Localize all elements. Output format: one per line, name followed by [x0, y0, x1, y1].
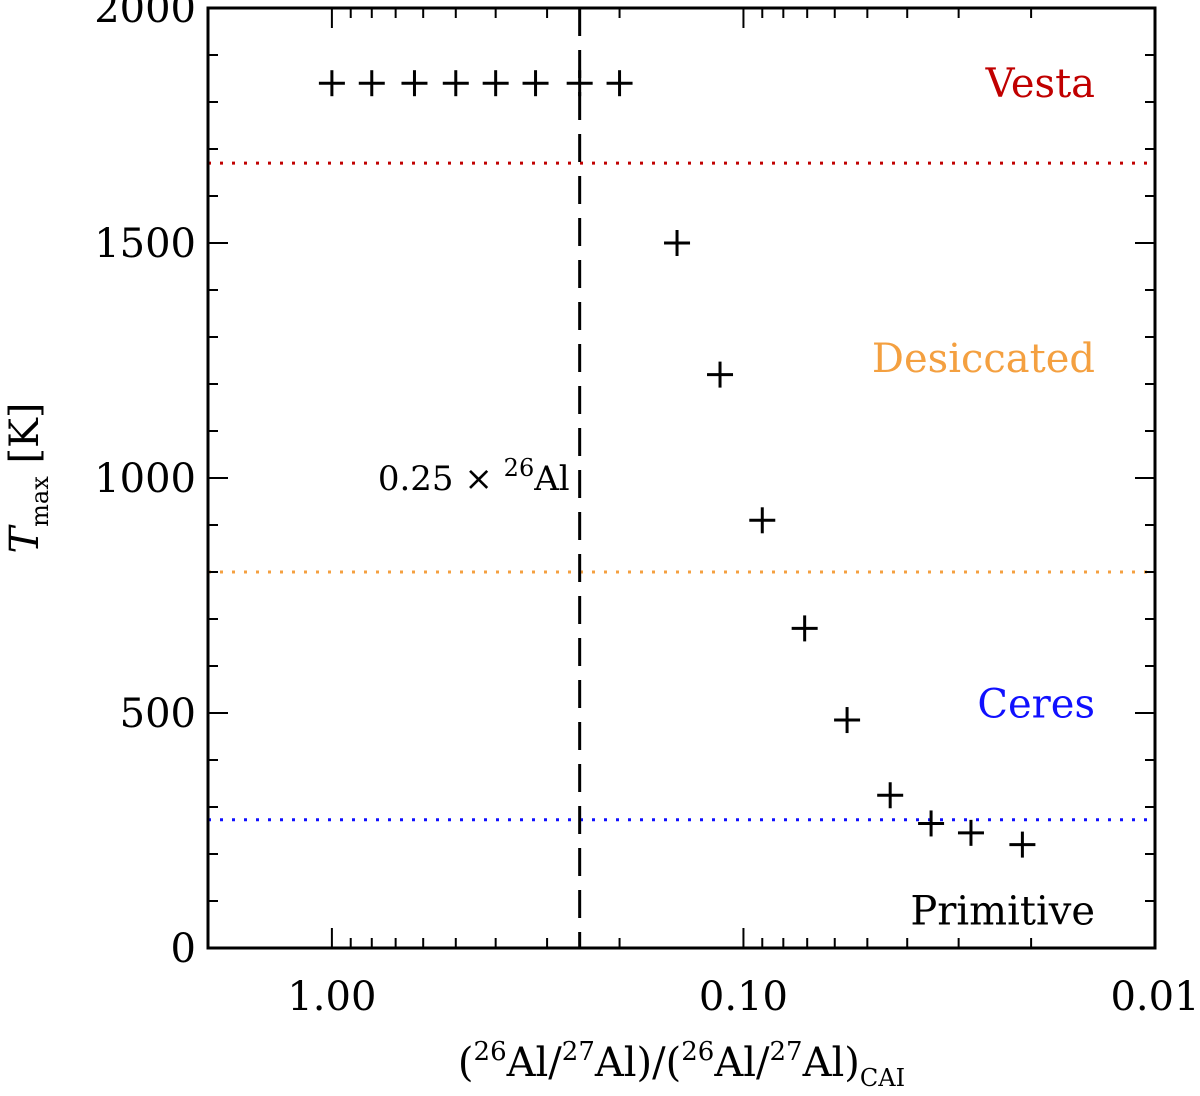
quarter-al26-label: 0.25 × 26Al: [378, 454, 570, 499]
data-point: [707, 361, 734, 388]
data-point: [877, 782, 904, 809]
data-point: [749, 507, 776, 534]
x-label-sub: CAI: [860, 1064, 905, 1092]
x-label-part: Al): [802, 1040, 860, 1086]
data-point: [664, 230, 691, 256]
quarter-al26-times: ×: [464, 459, 503, 499]
y-tick-labels: 0 500 1000 1500 2000: [94, 0, 196, 972]
data-point: [791, 615, 818, 642]
y-tick-label: 2000: [94, 0, 196, 32]
x-label-part: Al/: [713, 1040, 770, 1086]
data-point: [957, 819, 984, 846]
region-labels: Vesta Desiccated Ceres Primitive: [872, 61, 1095, 934]
region-label-vesta: Vesta: [985, 61, 1095, 107]
x-label-sup: 26: [681, 1037, 714, 1067]
region-label-primitive: Primitive: [910, 888, 1095, 934]
data-point: [401, 70, 428, 97]
x-tick-label: 0.01: [1110, 974, 1199, 1020]
y-tick-label: 0: [171, 926, 196, 972]
data-point: [834, 707, 861, 734]
region-label-desiccated: Desiccated: [872, 336, 1095, 382]
x-label-part: (: [458, 1040, 474, 1086]
data-point: [606, 70, 633, 97]
x-label-sup: 27: [562, 1037, 595, 1067]
y-label-unit: [K]: [2, 402, 48, 476]
data-point: [442, 70, 469, 97]
data-point: [482, 70, 509, 97]
quarter-al26-sup: 26: [504, 454, 535, 482]
data-point: [358, 70, 385, 97]
data-point: [318, 70, 345, 97]
x-label-part: Al/: [506, 1040, 563, 1086]
data-points: [318, 70, 1036, 858]
region-label-ceres: Ceres: [977, 682, 1095, 728]
data-point: [918, 810, 945, 837]
threshold-lines: [208, 161, 1155, 822]
plot-frame: [206, 6, 1157, 950]
y-label-sub: max: [26, 476, 54, 527]
x-axis-label: (26Al/27Al)/(26Al/27Al)CAI: [458, 1037, 905, 1092]
y-tick-label: 1500: [94, 221, 196, 267]
data-point: [1009, 831, 1036, 858]
x-label-sup: 27: [770, 1037, 803, 1067]
y-tick-label: 1000: [94, 456, 196, 502]
axis-ticks: [207, 7, 1156, 949]
quarter-al26-element: Al: [533, 459, 569, 499]
quarter-al26-value: 0.25: [378, 459, 465, 499]
x-tick-label: 0.10: [699, 974, 788, 1020]
x-label-sup: 26: [474, 1037, 507, 1067]
x-label-part: Al)/(: [594, 1040, 681, 1086]
data-point: [522, 70, 549, 97]
data-point: [566, 70, 593, 97]
y-label-main: T: [2, 524, 48, 554]
y-tick-label: 500: [120, 691, 196, 737]
quarter-al26-text: 0.25 × 26Al: [378, 454, 570, 499]
x-tick-label: 1.00: [287, 974, 376, 1020]
x-tick-labels: 1.00 0.10 0.01: [287, 974, 1199, 1020]
y-axis-label: Tmax [K]: [2, 402, 54, 553]
